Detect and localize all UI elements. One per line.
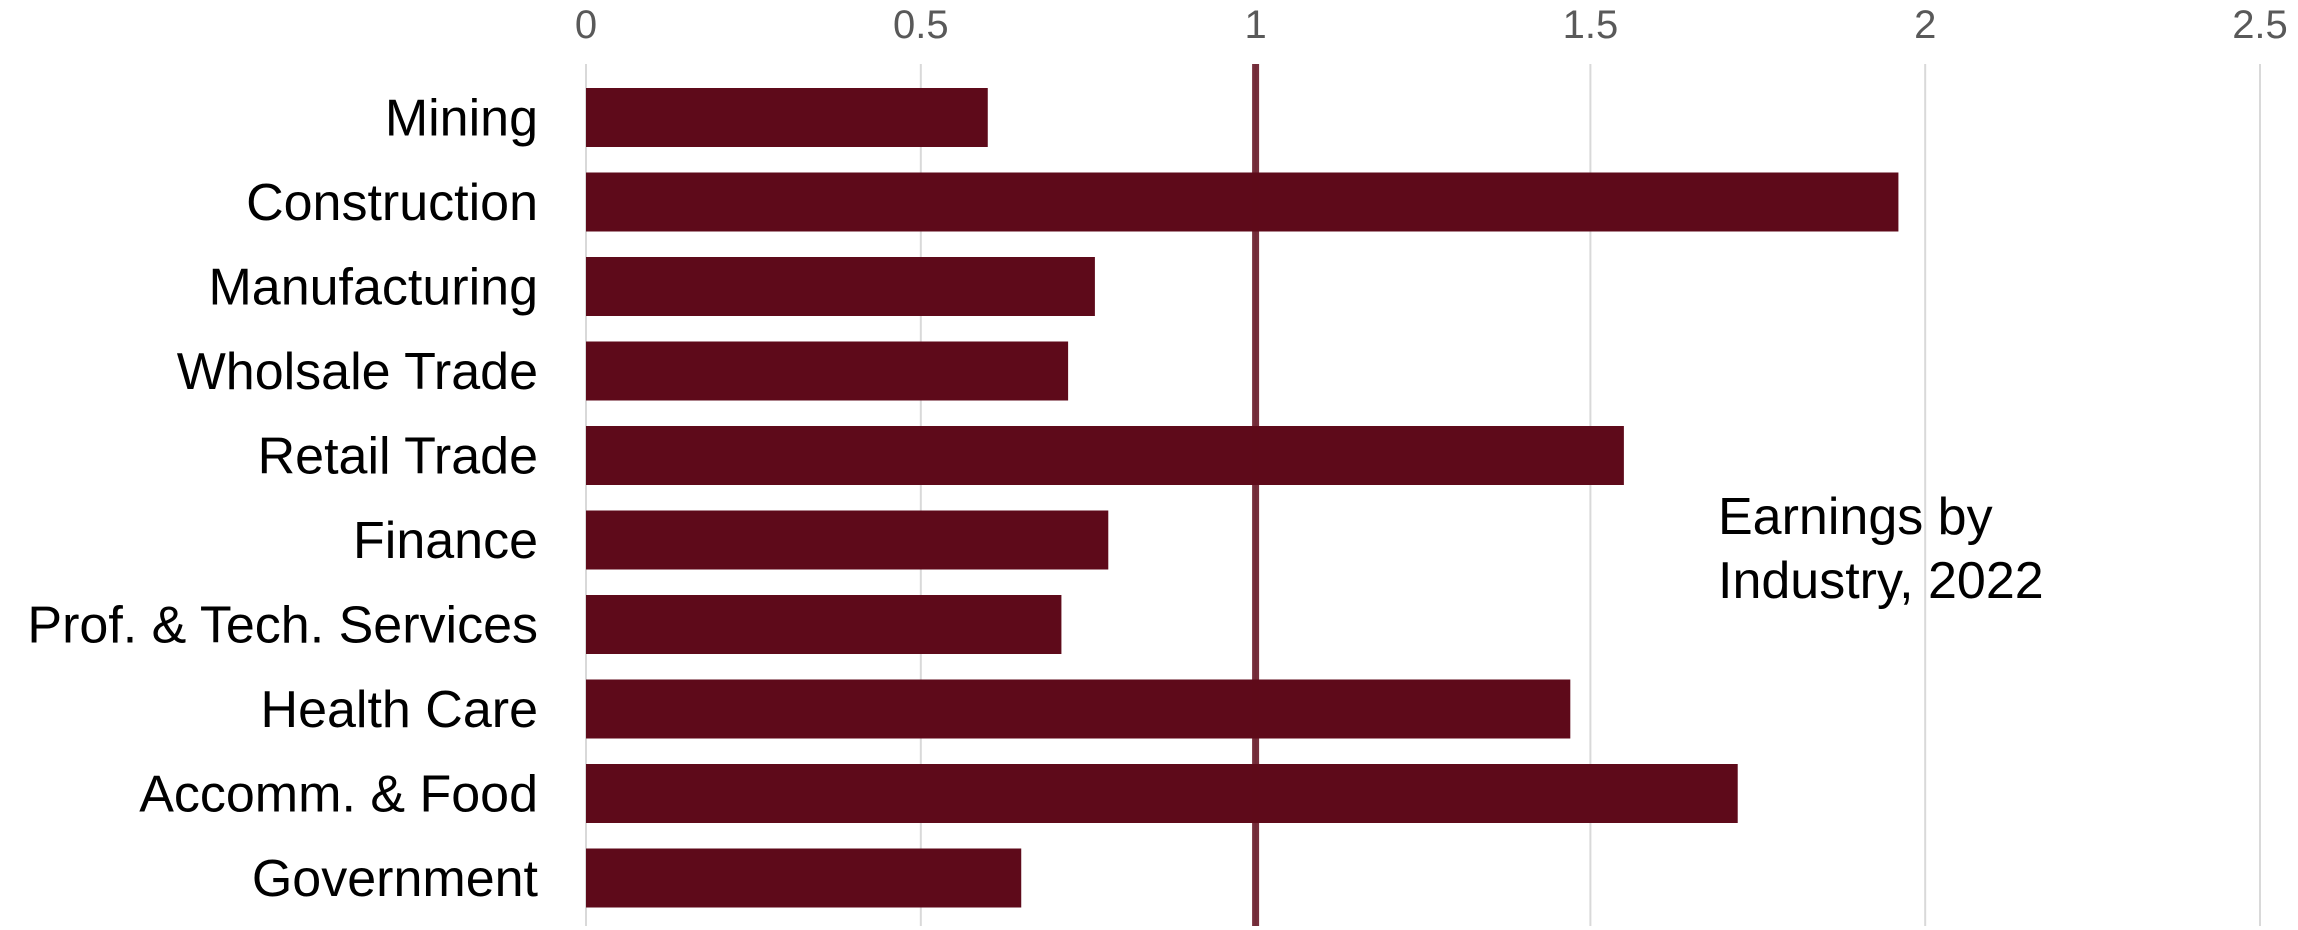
- category-label: Prof. & Tech. Services: [27, 597, 538, 655]
- bar-8: [586, 764, 1738, 823]
- bar-6: [586, 595, 1062, 654]
- x-axis-ticks: 0 0.5 1 1.5 2 2.5: [575, 3, 2288, 47]
- category-label: Manufacturing: [208, 259, 538, 317]
- category-label: Government: [252, 850, 539, 908]
- x-tick-label: 2.5: [2232, 3, 2288, 47]
- x-tick-label: 2: [1914, 3, 1936, 47]
- category-label: Health Care: [261, 681, 538, 739]
- category-labels: Mining Construction Manufacturing Wholsale …: [27, 90, 538, 909]
- bar-0: [586, 88, 988, 147]
- chart-annotation: Earnings by Industry, 2022: [1718, 488, 2044, 610]
- category-label: Retail Trade: [258, 428, 538, 486]
- category-label: Construction: [246, 174, 538, 232]
- category-label: Mining: [385, 90, 538, 148]
- category-label: Accomm. & Food: [139, 766, 538, 824]
- x-tick-label: 1.5: [1563, 3, 1619, 47]
- annotation-line-2: Industry, 2022: [1718, 552, 2044, 610]
- bar-5: [586, 510, 1109, 570]
- bar-4: [586, 426, 1624, 485]
- bar-2: [586, 257, 1095, 316]
- bar-7: [586, 679, 1571, 739]
- x-tick-label: 0: [575, 3, 597, 47]
- bars: [586, 88, 1899, 908]
- x-tick-label: 1: [1244, 3, 1266, 47]
- bar-9: [586, 848, 1022, 908]
- bar-1: [586, 172, 1899, 232]
- bar-3: [586, 341, 1069, 401]
- category-label: Finance: [353, 512, 538, 570]
- annotation-line-1: Earnings by: [1718, 488, 1993, 546]
- category-label: Wholsale Trade: [177, 343, 538, 401]
- x-tick-label: 0.5: [893, 3, 949, 47]
